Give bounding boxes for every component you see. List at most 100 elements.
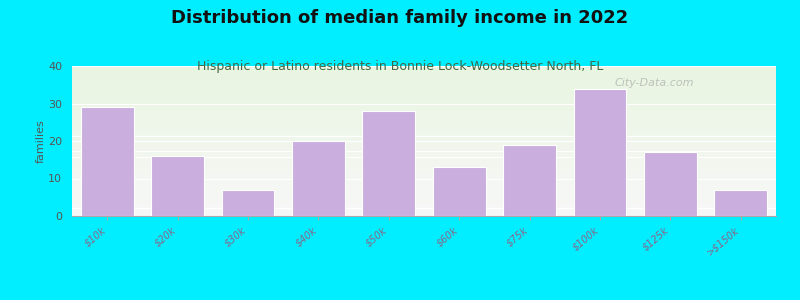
Bar bbox=[72, 205, 776, 206]
Bar bbox=[72, 202, 776, 203]
Bar bbox=[72, 160, 776, 161]
Bar bbox=[72, 87, 776, 88]
Bar bbox=[72, 139, 776, 140]
Bar bbox=[72, 84, 776, 85]
Bar bbox=[72, 170, 776, 171]
Bar bbox=[72, 174, 776, 175]
Bar bbox=[72, 82, 776, 83]
Bar bbox=[72, 176, 776, 177]
Bar bbox=[72, 131, 776, 132]
Bar bbox=[72, 208, 776, 209]
Bar bbox=[574, 88, 626, 216]
Bar bbox=[72, 100, 776, 101]
Bar bbox=[72, 169, 776, 170]
Bar bbox=[72, 204, 776, 205]
Bar bbox=[72, 196, 776, 197]
Bar bbox=[72, 150, 776, 151]
Bar bbox=[72, 116, 776, 117]
Bar bbox=[72, 74, 776, 75]
Bar bbox=[72, 123, 776, 124]
Bar bbox=[72, 175, 776, 176]
Bar bbox=[72, 141, 776, 142]
Bar bbox=[72, 115, 776, 116]
Bar bbox=[72, 91, 776, 92]
Y-axis label: families: families bbox=[35, 119, 46, 163]
Bar bbox=[72, 66, 776, 67]
Bar bbox=[72, 153, 776, 154]
Bar bbox=[72, 126, 776, 127]
Bar bbox=[72, 214, 776, 215]
Bar bbox=[72, 160, 776, 161]
Bar bbox=[72, 143, 776, 144]
Bar bbox=[72, 135, 776, 136]
Bar bbox=[72, 80, 776, 81]
Bar bbox=[72, 110, 776, 111]
Bar bbox=[72, 88, 776, 89]
Bar bbox=[72, 114, 776, 115]
Bar bbox=[72, 149, 776, 150]
Bar bbox=[72, 132, 776, 133]
Bar bbox=[72, 120, 776, 121]
Bar bbox=[72, 93, 776, 94]
Bar bbox=[72, 191, 776, 192]
Bar bbox=[72, 92, 776, 93]
Bar bbox=[72, 122, 776, 123]
Bar bbox=[72, 148, 776, 149]
Bar bbox=[72, 183, 776, 184]
Bar bbox=[72, 181, 776, 182]
Bar bbox=[72, 99, 776, 100]
Bar bbox=[72, 198, 776, 199]
Bar bbox=[72, 209, 776, 210]
Bar bbox=[72, 117, 776, 118]
Text: City-Data.com: City-Data.com bbox=[614, 78, 694, 88]
Bar bbox=[72, 77, 776, 78]
Bar bbox=[81, 107, 134, 216]
Bar bbox=[72, 207, 776, 208]
Bar bbox=[72, 171, 776, 172]
Bar bbox=[72, 129, 776, 130]
Bar bbox=[72, 130, 776, 131]
Bar bbox=[72, 186, 776, 187]
Bar bbox=[72, 68, 776, 69]
Bar bbox=[72, 72, 776, 73]
Bar bbox=[72, 70, 776, 71]
Bar bbox=[72, 136, 776, 137]
Bar bbox=[72, 195, 776, 196]
Bar bbox=[72, 85, 776, 86]
Bar bbox=[72, 137, 776, 138]
Bar bbox=[72, 192, 776, 193]
Bar bbox=[72, 177, 776, 178]
Bar bbox=[72, 212, 776, 213]
Bar bbox=[72, 106, 776, 107]
Bar bbox=[72, 169, 776, 170]
Bar bbox=[72, 100, 776, 101]
Bar bbox=[72, 71, 776, 72]
Bar bbox=[72, 124, 776, 125]
Text: Distribution of median family income in 2022: Distribution of median family income in … bbox=[171, 9, 629, 27]
Bar bbox=[362, 111, 415, 216]
Bar bbox=[72, 142, 776, 143]
Bar bbox=[72, 108, 776, 109]
Bar bbox=[72, 200, 776, 201]
Bar bbox=[72, 104, 776, 105]
Bar bbox=[72, 168, 776, 169]
Bar bbox=[72, 97, 776, 98]
Bar bbox=[72, 69, 776, 70]
Bar bbox=[72, 98, 776, 99]
Bar bbox=[72, 83, 776, 84]
Bar bbox=[72, 172, 776, 173]
Bar bbox=[72, 107, 776, 108]
Bar bbox=[72, 79, 776, 80]
Bar bbox=[72, 118, 776, 119]
Bar bbox=[72, 185, 776, 186]
Bar bbox=[72, 199, 776, 200]
Bar bbox=[72, 89, 776, 90]
Bar bbox=[72, 144, 776, 145]
Bar bbox=[72, 158, 776, 159]
Bar bbox=[72, 101, 776, 102]
Bar bbox=[72, 210, 776, 211]
Text: Hispanic or Latino residents in Bonnie Lock-Woodsetter North, FL: Hispanic or Latino residents in Bonnie L… bbox=[197, 60, 603, 73]
Bar bbox=[72, 128, 776, 129]
Bar bbox=[72, 94, 776, 95]
Bar bbox=[72, 112, 776, 113]
